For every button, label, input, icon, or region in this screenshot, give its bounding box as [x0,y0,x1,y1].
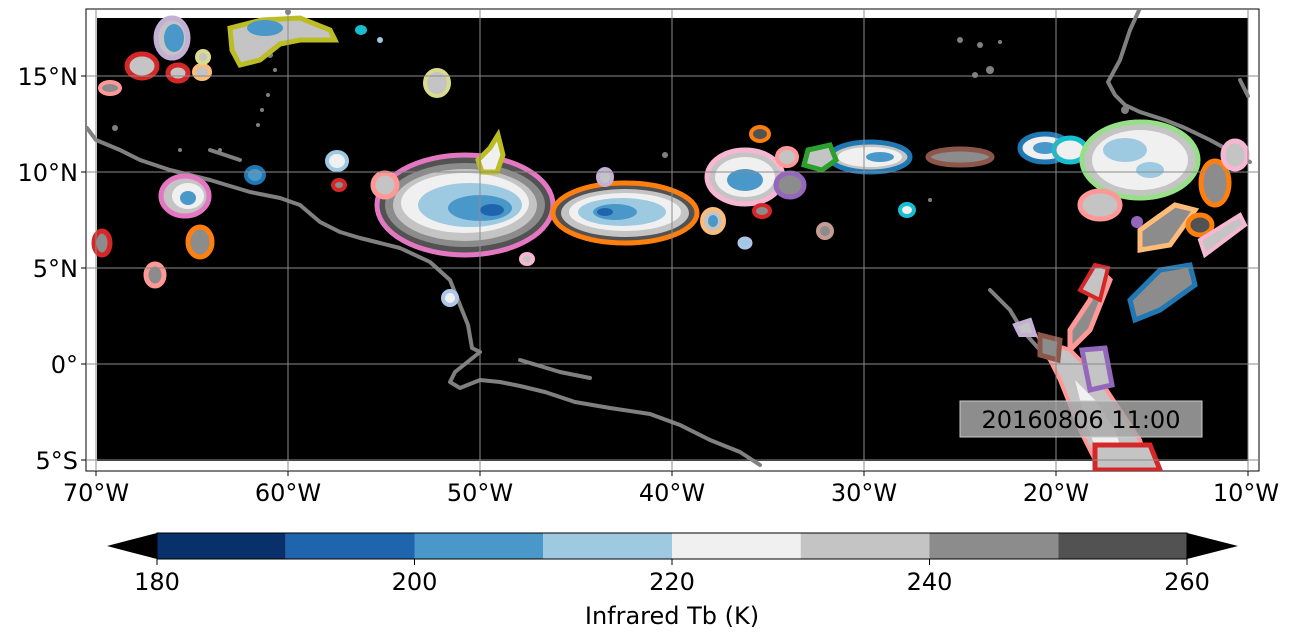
cloud-cluster-30w [827,139,913,175]
lat-tick-label: 5°S [35,447,78,475]
lat-tick-labels: 15°N 10°N 5°N 0° 5°S [18,63,79,475]
cloud-cluster-43w [550,180,700,246]
colorbar-over-arrow [1187,533,1238,559]
lat-tick-label: 10°N [18,159,79,187]
lon-tick-label: 50°W [447,479,513,507]
cloud-cluster-36w [704,147,786,207]
cloud-cluster-50w [374,152,556,258]
colorbar: 180 200 220 240 260 Infrared Tb (K) [107,532,1238,630]
cloud-cluster-20w [1017,131,1089,165]
lon-tick-label: 60°W [255,479,321,507]
timestamp-box: 20160806 11:00 [959,400,1203,438]
colorbar-tick-label: 180 [134,568,180,596]
colorbar-bin [414,533,544,559]
lat-tick-label: 15°N [18,63,79,91]
colorbar-bin [1058,533,1187,559]
lat-tick-label: 5°N [33,255,78,283]
colorbar-tick-label: 220 [649,568,695,596]
cloud-cluster-15w [1079,119,1201,201]
colorbar-title: Infrared Tb (K) [585,602,759,630]
timestamp-text: 20160806 11:00 [982,406,1181,434]
lon-tick-label: 10°W [1213,479,1279,507]
colorbar-tick-label: 200 [392,568,438,596]
lon-tick-label: 20°W [1023,479,1089,507]
lon-tick-label: 30°W [831,479,897,507]
colorbar-bin [929,533,1059,559]
colorbar-bin [672,533,801,559]
tick-marks [81,75,1249,476]
colorbar-bin [543,533,672,559]
lon-tick-label: 70°W [63,479,129,507]
colorbar-tick-label: 260 [1164,568,1210,596]
gridlines [87,10,1259,471]
colorbar-bin [800,533,930,559]
colorbar-bin [157,533,286,559]
colorbar-under-arrow [107,533,157,559]
lon-tick-labels: 70°W 60°W 50°W 40°W 30°W 20°W 10°W [63,479,1279,507]
lat-tick-label: 0° [51,351,78,379]
lon-tick-label: 40°W [639,479,705,507]
colorbar-tick-label: 240 [907,568,953,596]
colorbar-bin [285,533,415,559]
